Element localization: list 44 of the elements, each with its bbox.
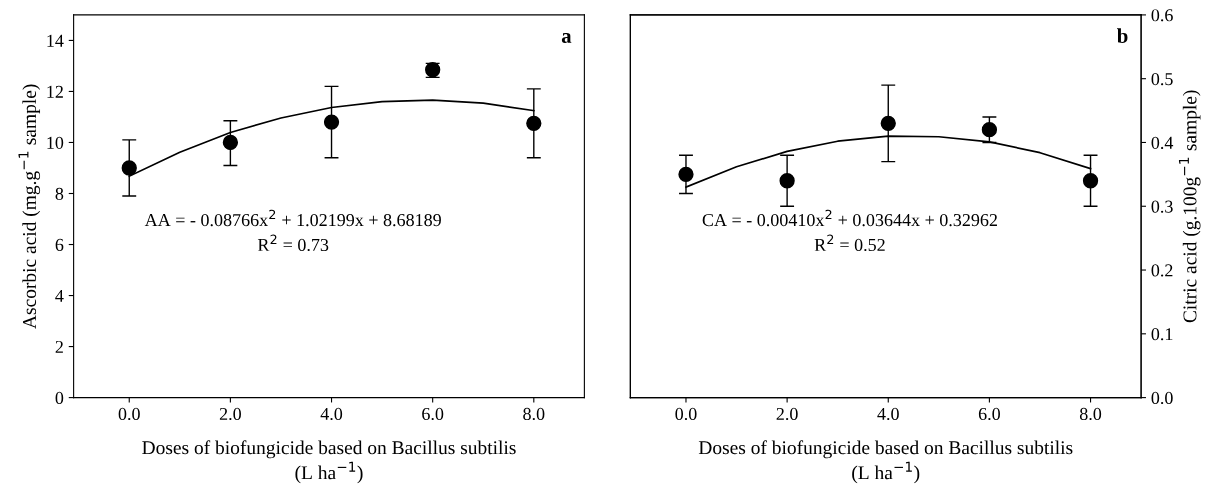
x-tick-label: 0.0 <box>675 407 697 421</box>
y-tick-label: 8 <box>55 187 64 200</box>
x-tick-label: 6.0 <box>422 407 444 421</box>
annotation: R$^{2}$ = 0.73 <box>257 234 329 252</box>
x-tick-label: 4.0 <box>877 407 899 421</box>
x-tick-label: 2.0 <box>219 407 241 421</box>
point <box>981 122 998 138</box>
x-tick-label: 6.0 <box>978 407 1000 421</box>
y-tick-label: 14 <box>47 34 64 47</box>
x-tick-label: 0.0 <box>118 407 140 421</box>
y-tick-label: 12 <box>47 85 63 98</box>
point <box>526 115 542 131</box>
x-tick-label: 2.0 <box>776 407 798 421</box>
point <box>323 114 340 130</box>
y-tick-label: 6 <box>55 238 64 251</box>
y-tick-label: 10 <box>47 136 64 149</box>
y-tick-label: 0 <box>55 391 64 405</box>
point <box>880 115 896 131</box>
x-axis-title: Doses of biofungicide based on Bacillus subtilis (L ha$^{−1}$) <box>142 440 516 484</box>
y-tick-label: 4 <box>55 289 64 302</box>
x-tick-label: 8.0 <box>1079 407 1102 421</box>
annotation: b <box>1117 28 1128 43</box>
y2-axis-title: Citric acid (g.100g$^{−1}$ sample) <box>1178 90 1201 323</box>
annotation: CA = - 0.00410x$^{2}$ + 0.03644x + 0.32962 <box>702 209 997 227</box>
x-tick-label: 8.0 <box>523 407 545 421</box>
y2-tick-label: 0.1 <box>1151 328 1173 341</box>
y2-tick-label: 0.2 <box>1151 264 1173 277</box>
point <box>678 166 694 183</box>
y2-tick-label: 0.3 <box>1151 200 1173 213</box>
point <box>222 134 239 151</box>
annotation: a <box>561 32 572 43</box>
point <box>779 173 795 189</box>
annotation: R$^{2}$ = 0.52 <box>814 234 885 252</box>
y2-tick-label: 0.0 <box>1151 391 1173 405</box>
point <box>1082 173 1099 189</box>
annotation: AA = - 0.08766x$^{2}$ + 1.02199x + 8.68189 <box>144 209 441 227</box>
y-axis-title: Ascorbic acid (mg.g$^{−1}$ sample) <box>18 84 41 329</box>
point <box>121 160 137 176</box>
y2-tick-label: 0.6 <box>1151 9 1173 22</box>
x-tick-label: 4.0 <box>320 407 343 421</box>
y2-tick-label: 0.4 <box>1151 136 1174 149</box>
y2-tick-label: 0.5 <box>1151 72 1173 86</box>
x-axis-title: Doses of biofungicide based on Bacillus subtilis (L ha$^{−1}$) <box>698 440 1073 484</box>
y-tick-label: 2 <box>55 340 63 353</box>
